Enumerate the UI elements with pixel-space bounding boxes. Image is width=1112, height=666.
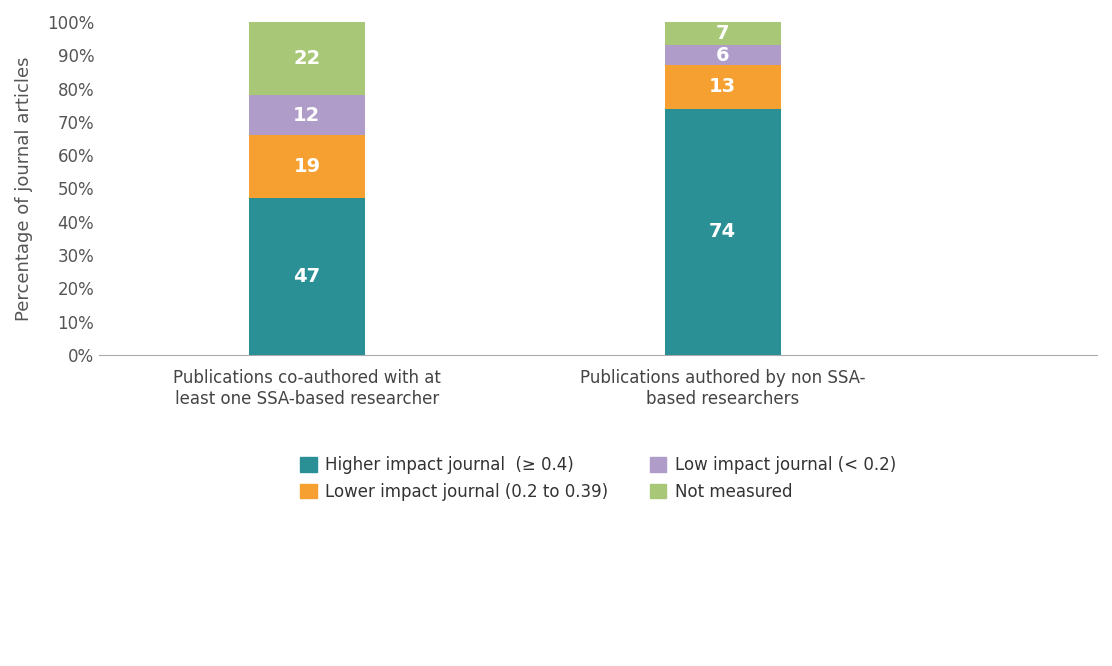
Legend: Higher impact journal  (≥ 0.4), Lower impact journal (0.2 to 0.39), Low impact j: Higher impact journal (≥ 0.4), Lower imp… <box>300 456 896 501</box>
Text: 7: 7 <box>716 24 729 43</box>
Bar <box>249 95 365 135</box>
Bar <box>249 22 365 95</box>
Text: 22: 22 <box>294 49 320 68</box>
Y-axis label: Percentage of journal articles: Percentage of journal articles <box>14 56 33 320</box>
Bar <box>665 45 781 65</box>
Text: 12: 12 <box>294 106 320 125</box>
Text: 47: 47 <box>294 267 320 286</box>
Bar <box>249 198 365 355</box>
Text: 74: 74 <box>709 222 736 241</box>
Text: 13: 13 <box>709 77 736 97</box>
Bar <box>665 109 781 355</box>
Bar <box>665 22 781 45</box>
Text: 6: 6 <box>716 46 729 65</box>
Bar <box>249 135 365 198</box>
Text: 19: 19 <box>294 157 320 176</box>
Bar <box>665 65 781 109</box>
